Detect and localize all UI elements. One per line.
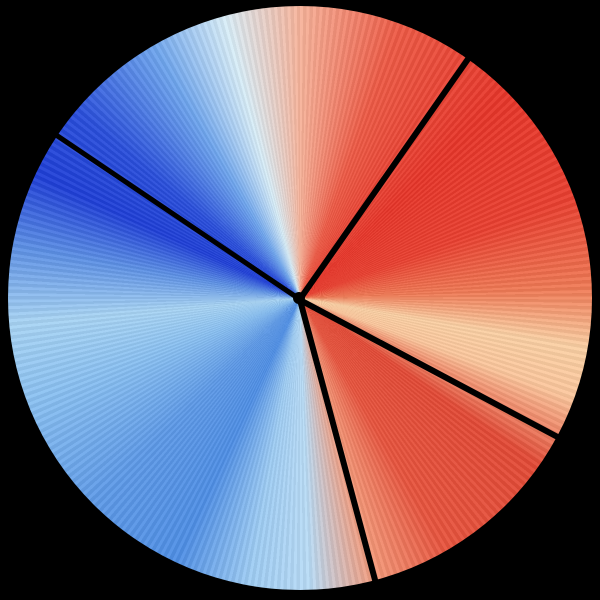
- radar-center: [293, 292, 305, 304]
